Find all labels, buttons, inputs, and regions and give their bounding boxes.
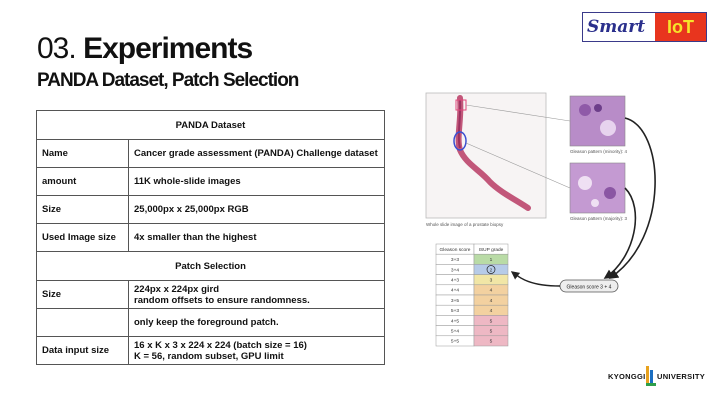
isup-grade-text: 4 <box>490 308 493 314</box>
patch-texture <box>579 104 591 116</box>
row-value: 4x smaller than the highest <box>128 223 385 252</box>
isup-grade-text: 5 <box>490 329 493 335</box>
row-value-line: 16 x K x 3 x 224 x 224 (batch size = 16) <box>134 339 307 351</box>
patch-image-minority <box>569 95 626 147</box>
isup-grade-table: Gleason score ISUP grade 3+3 1 3+4 2 4+3 3 4+4 4 3… <box>435 243 509 347</box>
footer-text-university: UNIVERSITY <box>657 372 706 381</box>
kyonggi-university-logo: KYONGGI UNIVERSITY <box>608 366 708 388</box>
row-label: Name <box>36 139 129 168</box>
section-title-patch: Patch Selection <box>36 251 385 281</box>
isup-grade-text: 2 <box>490 267 493 273</box>
slide-image-frame <box>425 92 547 219</box>
biopsy-tissue-detail <box>457 99 462 149</box>
row-label: amount <box>36 167 129 196</box>
region-circle-majority <box>453 131 467 151</box>
row-label: Data input size <box>36 336 129 365</box>
title-text: Experiments <box>83 32 253 65</box>
gleason-score-text: 4+5 <box>451 318 459 324</box>
connector-line <box>465 142 571 189</box>
row-value-line: 224px x 224px gird <box>134 283 220 295</box>
row-value-line: random offsets to ensure randomness. <box>134 294 310 306</box>
patch-texture <box>604 187 616 199</box>
table-row: Size 25,000px x 25,000px RGB <box>36 195 385 224</box>
gleason-score-text: 3+5 <box>451 298 459 304</box>
row-value: only keep the foreground patch. <box>128 308 385 337</box>
gleason-score-text: 3+4 <box>451 267 459 273</box>
slide-caption: Whole slide image of a prostate biopsy <box>426 222 504 227</box>
gleason-score-text: 3+3 <box>451 257 459 263</box>
patch-texture <box>594 104 602 112</box>
grade-table-header-text: ISUP grade <box>479 247 504 253</box>
row-value: 11K whole-slide images <box>128 167 385 196</box>
row-value-line: K = 56, random subset, GPU limit <box>134 350 284 362</box>
gleason-score-text: 5+5 <box>451 339 459 345</box>
patch-texture <box>591 199 599 207</box>
score-label: Gleason score 3 + 4 <box>567 285 612 291</box>
title-number: 03. <box>37 32 77 65</box>
table-row: only keep the foreground patch. <box>36 308 385 337</box>
spec-table: PANDA Dataset Name Cancer grade assessme… <box>36 110 385 365</box>
patch-texture <box>600 120 616 136</box>
arrow-majority-to-score <box>603 187 637 279</box>
isup-grade-text: 1 <box>490 257 493 263</box>
table-row: Name Cancer grade assessment (PANDA) Cha… <box>36 139 385 168</box>
table-row: Used Image size 4x smaller than the high… <box>36 223 385 252</box>
table-row: Data input size 16 x K x 3 x 224 x 224 (… <box>36 336 385 365</box>
isup-grade-text: 5 <box>490 339 493 345</box>
row-label: Size <box>36 195 129 224</box>
gleason-figure: Whole slide image of a prostate biopsy G… <box>425 92 656 347</box>
isup-grade-text: 5 <box>490 318 493 324</box>
isup-grade-text: 4 <box>490 298 493 304</box>
page-title: 03. Experiments <box>37 32 253 66</box>
table-section-header: Patch Selection <box>36 251 385 281</box>
row-value: Cancer grade assessment (PANDA) Challeng… <box>128 139 385 168</box>
caption-majority: Gleason pattern (majority): 3 <box>570 216 628 221</box>
isup-grade-text: 3 <box>490 278 493 284</box>
row-label: Size <box>36 280 129 309</box>
arrow-minority-to-score <box>608 117 656 279</box>
arrow-score-to-table <box>510 271 561 287</box>
row-value: 16 x K x 3 x 224 x 224 (batch size = 16)… <box>128 336 385 365</box>
gleason-score-text: 4+3 <box>451 278 459 284</box>
patch-texture <box>578 176 592 190</box>
university-emblem-icon <box>646 366 656 386</box>
section-title-panda: PANDA Dataset <box>36 110 385 140</box>
smart-iot-logo: Smart IoT <box>582 12 707 42</box>
isup-grade-cell <box>473 335 509 347</box>
row-value: 224px x 224px gird random offsets to ens… <box>128 280 385 309</box>
isup-grade-text: 4 <box>490 288 493 294</box>
connector-line <box>465 104 571 122</box>
gleason-score-text: 5+4 <box>451 329 459 335</box>
gleason-score-text: 4+4 <box>451 288 459 294</box>
highlight-ring <box>486 265 496 274</box>
footer-text-kyonggi: KYONGGI <box>608 372 646 381</box>
table-row: amount 11K whole-slide images <box>36 167 385 196</box>
grade-table-header-text: Gleason score <box>440 247 471 253</box>
logo-smart-text: Smart <box>583 13 655 41</box>
gleason-score-text: 5+3 <box>451 308 459 314</box>
table-row: Size 224px x 224px gird random offsets t… <box>36 280 385 309</box>
page-subtitle: PANDA Dataset, Patch Selection <box>37 70 299 91</box>
caption-minority: Gleason pattern (minority): 4 <box>570 149 628 154</box>
row-value: 25,000px x 25,000px RGB <box>128 195 385 224</box>
table-section-header: PANDA Dataset <box>36 110 385 140</box>
row-label <box>36 308 129 337</box>
logo-iot-text: IoT <box>655 13 706 41</box>
row-label: Used Image size <box>36 223 129 252</box>
